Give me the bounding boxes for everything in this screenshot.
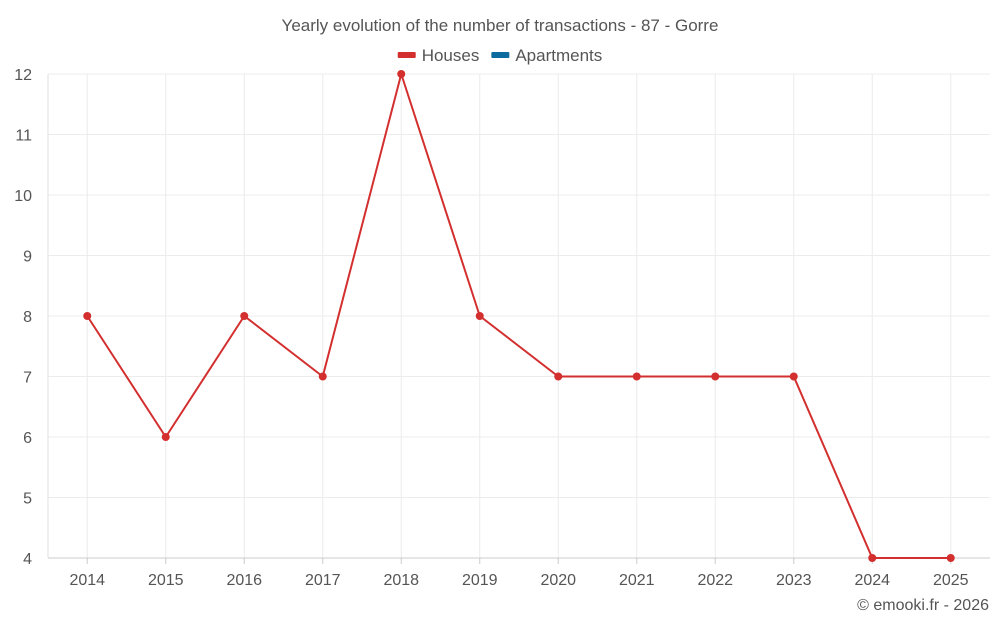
legend-item-apartments[interactable]: Apartments	[491, 46, 602, 65]
y-tick-label: 9	[23, 249, 32, 266]
x-tick-label: 2023	[776, 572, 812, 589]
x-tick-label: 2014	[69, 572, 105, 589]
data-point-houses-2021[interactable]	[632, 372, 641, 381]
x-tick-label: 2019	[462, 572, 498, 589]
x-tick-label: 2022	[697, 572, 733, 589]
legend-item-houses[interactable]: Houses	[397, 46, 480, 65]
chart-title: Yearly evolution of the number of transa…	[282, 16, 719, 35]
x-tick-label: 2021	[619, 572, 655, 589]
legend-label: Houses	[422, 46, 480, 65]
x-tick-label: 2024	[854, 572, 890, 589]
series-layer	[83, 70, 955, 562]
y-tick-label: 7	[23, 370, 32, 387]
y-tick-label: 6	[23, 430, 32, 447]
data-point-houses-2019[interactable]	[475, 312, 484, 320]
data-point-houses-2024[interactable]	[868, 554, 877, 562]
data-point-houses-2025[interactable]	[946, 554, 955, 562]
series-line-houses	[86, 73, 951, 559]
y-tick-label: 12	[14, 67, 32, 84]
x-axis: 2014 2015 2016 2017 2018 2019 2020 2021 2022 2023…	[48, 557, 990, 589]
data-point-houses-2016[interactable]	[240, 312, 249, 320]
legend-label: Apartments	[515, 46, 602, 65]
y-axis: 4 5 6 7 8 9 10 11 12	[14, 67, 49, 568]
y-tick-label: 11	[15, 128, 32, 145]
data-point-houses-2017[interactable]	[318, 372, 327, 381]
grid	[48, 73, 990, 559]
y-tick-label: 4	[23, 551, 32, 568]
x-tick-label: 2025	[933, 572, 969, 589]
legend-swatch	[491, 52, 510, 58]
y-tick-label: 8	[23, 309, 32, 326]
data-point-houses-2022[interactable]	[711, 372, 720, 381]
x-tick-label: 2020	[540, 572, 576, 589]
x-tick-label: 2018	[383, 572, 419, 589]
x-tick-label: 2016	[226, 572, 262, 589]
data-point-houses-2020[interactable]	[554, 372, 563, 381]
x-tick-label: 2017	[305, 572, 341, 589]
legend-swatch	[397, 52, 416, 58]
data-point-houses-2018[interactable]	[397, 70, 406, 78]
data-point-houses-2014[interactable]	[83, 312, 92, 320]
legend[interactable]: Houses Apartments	[397, 46, 603, 65]
data-point-houses-2023[interactable]	[789, 372, 798, 381]
x-tick-label: 2015	[148, 572, 184, 589]
credit-text: © emooki.fr - 2026	[857, 597, 989, 614]
data-point-houses-2015[interactable]	[161, 433, 170, 441]
y-tick-label: 10	[14, 188, 32, 205]
y-tick-label: 5	[23, 491, 32, 508]
